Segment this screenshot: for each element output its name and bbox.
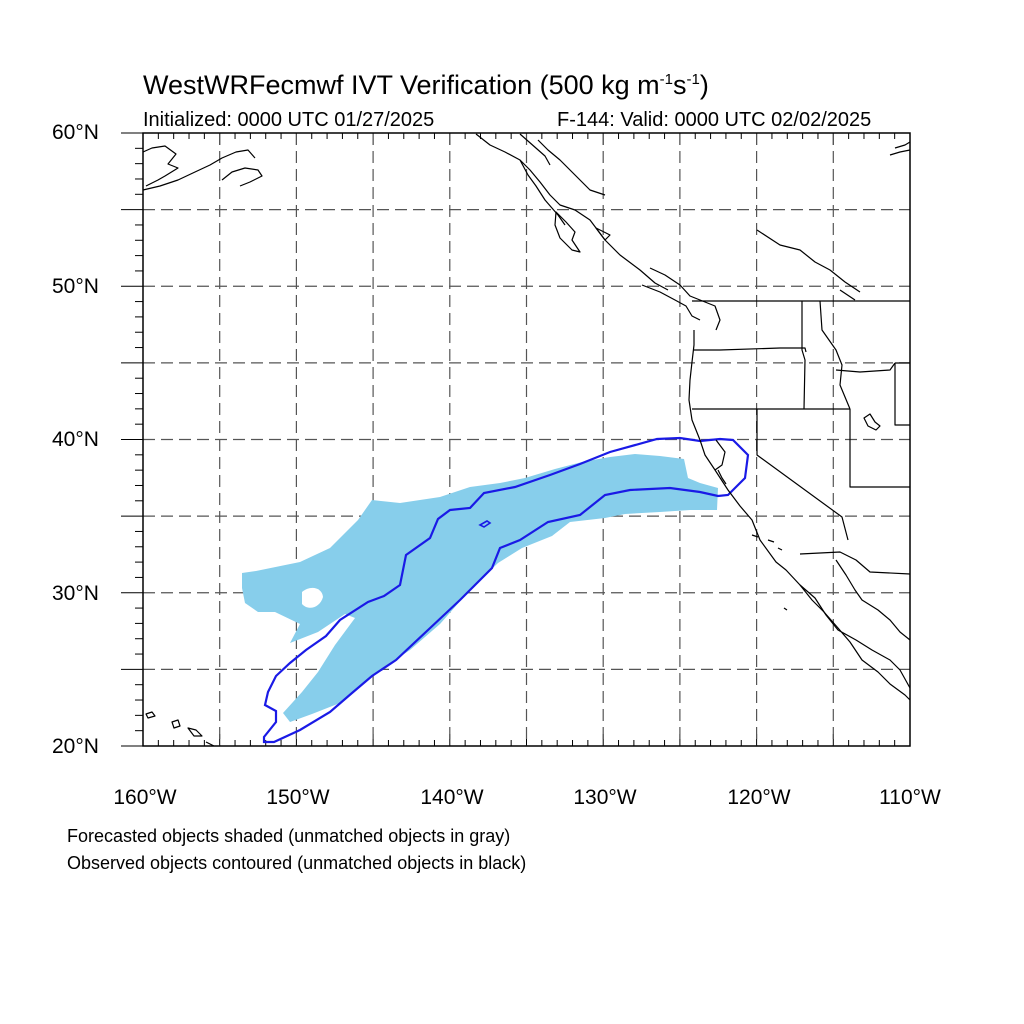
observed-object-contour	[262, 436, 750, 744]
lon-label-120w: 120°W	[727, 786, 791, 809]
footnote-forecast: Forecasted objects shaded (unmatched obj…	[67, 826, 511, 846]
lon-label-110w: 110°W	[879, 786, 941, 809]
lon-label-150w: 150°W	[266, 786, 330, 809]
lon-label-140w: 140°W	[420, 786, 484, 809]
lat-label-50: 50°N	[52, 275, 99, 298]
axis-ticks	[121, 132, 911, 747]
observed-small-contour	[478, 520, 492, 528]
lat-label-20: 20°N	[52, 735, 99, 758]
forecast-object-shaded	[242, 454, 718, 722]
lat-label-30: 30°N	[52, 582, 99, 605]
forecast-object-hole	[302, 587, 323, 608]
lat-label-60: 60°N	[52, 121, 99, 144]
lon-label-160w: 160°W	[113, 786, 177, 809]
lon-label-130w: 130°W	[573, 786, 637, 809]
map-frame	[142, 132, 911, 747]
valid-time-label: F-144: Valid: 0000 UTC 02/02/2025	[557, 109, 872, 131]
lat-lon-gridlines	[143, 133, 910, 746]
chart-title: WestWRFecmwf IVT Verification (500 kg m-…	[143, 70, 709, 100]
init-time-label: Initialized: 0000 UTC 01/27/2025	[143, 109, 435, 131]
lat-label-40: 40°N	[52, 428, 99, 451]
coastlines-and-borders	[142, 133, 911, 747]
footnote-observed: Observed objects contoured (unmatched ob…	[67, 853, 527, 873]
